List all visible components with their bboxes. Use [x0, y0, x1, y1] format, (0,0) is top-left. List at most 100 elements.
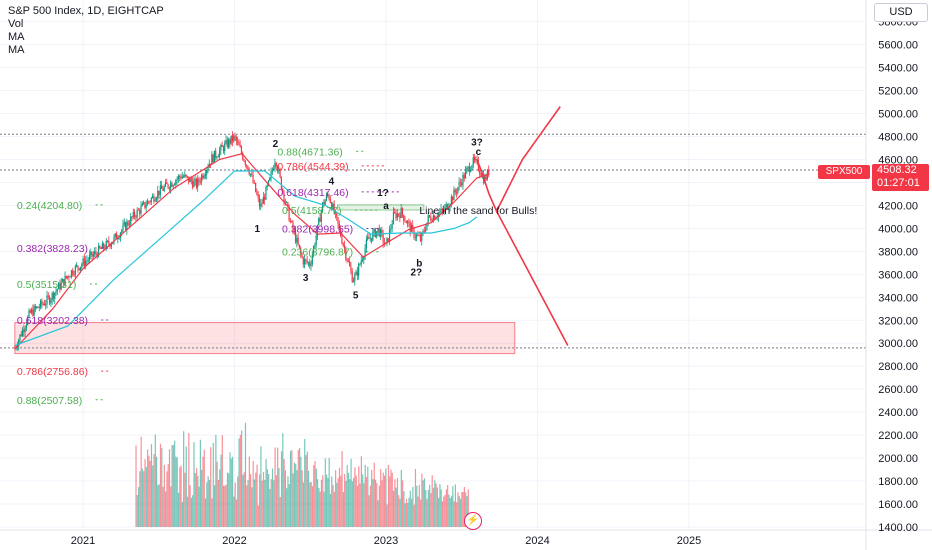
- candle-body: [405, 221, 407, 224]
- volume-bar: [136, 495, 138, 527]
- wave-label: 1: [254, 224, 260, 235]
- candle-body: [203, 175, 205, 179]
- volume-bar: [337, 477, 339, 527]
- volume-bar: [461, 492, 463, 527]
- volume-bar: [309, 482, 311, 527]
- candle-body: [292, 221, 294, 231]
- volume-bar: [175, 456, 177, 527]
- volume-bar: [192, 495, 194, 527]
- volume-bar: [304, 439, 306, 527]
- candle-body: [267, 180, 270, 186]
- volume-bar: [211, 498, 213, 527]
- fib-levels: 0.88(4671.36) 0.786(4544.39) 0.618(4317.46…: [17, 146, 402, 407]
- candle-body: [95, 251, 97, 254]
- volume-bar: [210, 447, 212, 527]
- candle-body: [416, 234, 418, 238]
- currency-selector[interactable]: USD: [874, 3, 928, 22]
- volume-bar: [362, 474, 364, 527]
- x-tick-label: 2024: [525, 535, 549, 547]
- candle-body: [240, 147, 243, 154]
- volume-bar: [332, 484, 334, 527]
- volume-bar: [421, 473, 423, 527]
- wave-label: 2: [273, 139, 279, 150]
- last-price-box: 4508.32 01:27:01: [872, 164, 929, 191]
- volume-bar: [403, 491, 405, 527]
- candle-body: [461, 182, 463, 186]
- volume-bar: [416, 485, 418, 527]
- candle-body: [55, 290, 57, 293]
- lightning-icon[interactable]: ⚡: [464, 512, 482, 530]
- volume-bar: [338, 467, 341, 527]
- fib-level-label: 0.618(3202.38): [17, 315, 88, 327]
- candle-body: [33, 306, 35, 316]
- candle-body: [302, 257, 304, 265]
- candle-body: [96, 253, 98, 257]
- volume-bar: [288, 484, 290, 527]
- volume-bar: [212, 442, 214, 527]
- wave-label: 3: [303, 273, 309, 284]
- candle-body: [133, 211, 136, 217]
- candle-body: [287, 202, 289, 207]
- annotations: Line in the sand for Bulls!: [419, 205, 537, 217]
- candle-body: [38, 307, 40, 309]
- candle-body: [269, 177, 271, 181]
- candle-body: [152, 195, 154, 199]
- candle-body: [392, 212, 395, 225]
- candle-body: [271, 170, 273, 172]
- candle-body: [181, 176, 183, 179]
- candle-body: [113, 236, 115, 243]
- volume-bar: [463, 486, 466, 527]
- candle-body: [39, 300, 42, 308]
- y-tick-label: 5200.00: [878, 86, 918, 98]
- volume-bar: [257, 505, 259, 527]
- volume-bar: [286, 488, 288, 527]
- candle-body: [351, 271, 353, 283]
- y-tick-label: 2200.00: [878, 430, 918, 442]
- wave-label: c: [476, 147, 482, 158]
- volume-bar: [213, 485, 216, 527]
- candle-body: [190, 178, 192, 182]
- candle-body: [184, 174, 186, 177]
- candle-body: [69, 276, 71, 278]
- candle-body: [273, 168, 275, 171]
- volume-bar: [392, 490, 395, 527]
- candle-body: [191, 181, 194, 188]
- candle-body: [288, 206, 290, 222]
- candle-body: [336, 212, 338, 218]
- legend-indicator-ma[interactable]: MA: [8, 31, 25, 43]
- candle-body: [24, 328, 26, 332]
- candle-body: [275, 162, 277, 167]
- candle-body: [48, 296, 51, 304]
- candle-body: [182, 176, 185, 178]
- candle-body: [370, 237, 373, 241]
- legend-indicator-ma[interactable]: MA: [8, 44, 25, 56]
- candle-body: [274, 162, 276, 169]
- candle-body: [323, 202, 325, 205]
- candle-body: [437, 213, 440, 218]
- candle-body: [445, 204, 447, 207]
- legend-indicator-vol[interactable]: Vol: [8, 18, 24, 30]
- volume-bar: [256, 464, 258, 527]
- volume-bar: [391, 472, 393, 527]
- candle-body: [150, 198, 152, 202]
- candle-body: [296, 237, 298, 243]
- volume-bar: [315, 468, 317, 527]
- candle-body: [369, 237, 371, 239]
- wave-label: 4: [329, 177, 335, 188]
- volume-bar: [373, 462, 375, 527]
- volume-bar: [363, 482, 365, 527]
- candle-body: [204, 174, 207, 176]
- legend: S&P 500 Index, 1D, EIGHTCAP Vol MA MA: [8, 5, 164, 57]
- volume-bar: [310, 481, 312, 527]
- candle-body: [468, 166, 471, 172]
- candle-body: [238, 141, 240, 146]
- candle-body: [28, 310, 30, 317]
- volume-bar: [438, 497, 440, 527]
- candle-body: [285, 202, 288, 204]
- fib-level-label: 0.786(4544.39): [277, 161, 348, 173]
- volume-bar: [217, 479, 220, 527]
- y-tick-label: 5600.00: [878, 40, 918, 52]
- volume-bar: [342, 492, 344, 527]
- volume-bar: [300, 456, 302, 527]
